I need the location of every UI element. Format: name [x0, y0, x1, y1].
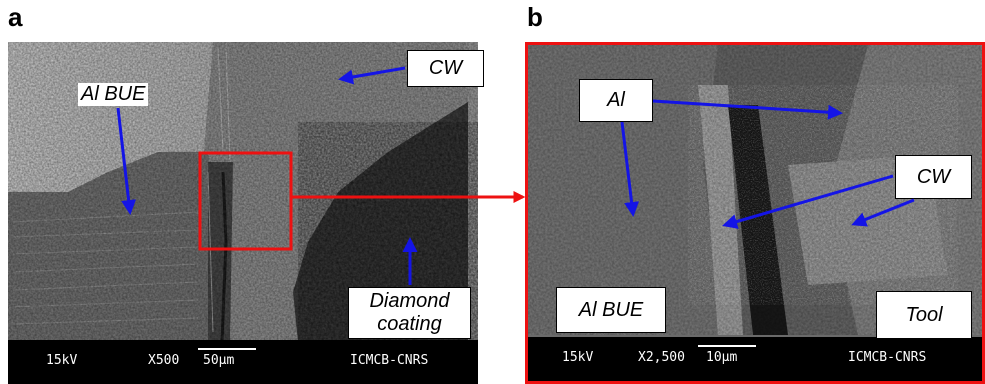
voltage-readout: 15kV — [46, 353, 78, 368]
al-label-b: Al — [579, 79, 653, 122]
magnification-readout: X2,500 — [638, 350, 685, 365]
cw-label-a: CW — [407, 50, 484, 87]
scale-readout: 50µm — [203, 353, 235, 368]
lab-label: ICMCB-CNRS — [848, 350, 927, 365]
voltage-readout: 15kV — [562, 350, 594, 365]
panel-a-letter: a — [8, 2, 23, 32]
panel-b-letter: b — [527, 2, 543, 32]
diamond-coating-label: Diamond coating — [348, 287, 471, 339]
sem-databar-a: 15kV X500 50µm ICMCB-CNRS — [8, 340, 478, 384]
al-bue-label-a: Al BUE — [78, 83, 149, 106]
diamond-coating-line2: coating — [377, 313, 442, 335]
scale-readout: 10µm — [706, 350, 738, 365]
diamond-coating-line1: Diamond — [369, 290, 450, 312]
lab-label: ICMCB-CNRS — [350, 353, 429, 368]
tool-label-b: Tool — [876, 291, 972, 339]
cw-label-b: CW — [895, 155, 972, 199]
sem-databar-b: 15kV X2,500 10µm ICMCB-CNRS — [528, 337, 982, 381]
scale-bar — [198, 348, 256, 350]
scale-bar — [698, 345, 756, 347]
magnification-readout: X500 — [148, 353, 180, 368]
al-bue-label-b: Al BUE — [556, 287, 666, 333]
